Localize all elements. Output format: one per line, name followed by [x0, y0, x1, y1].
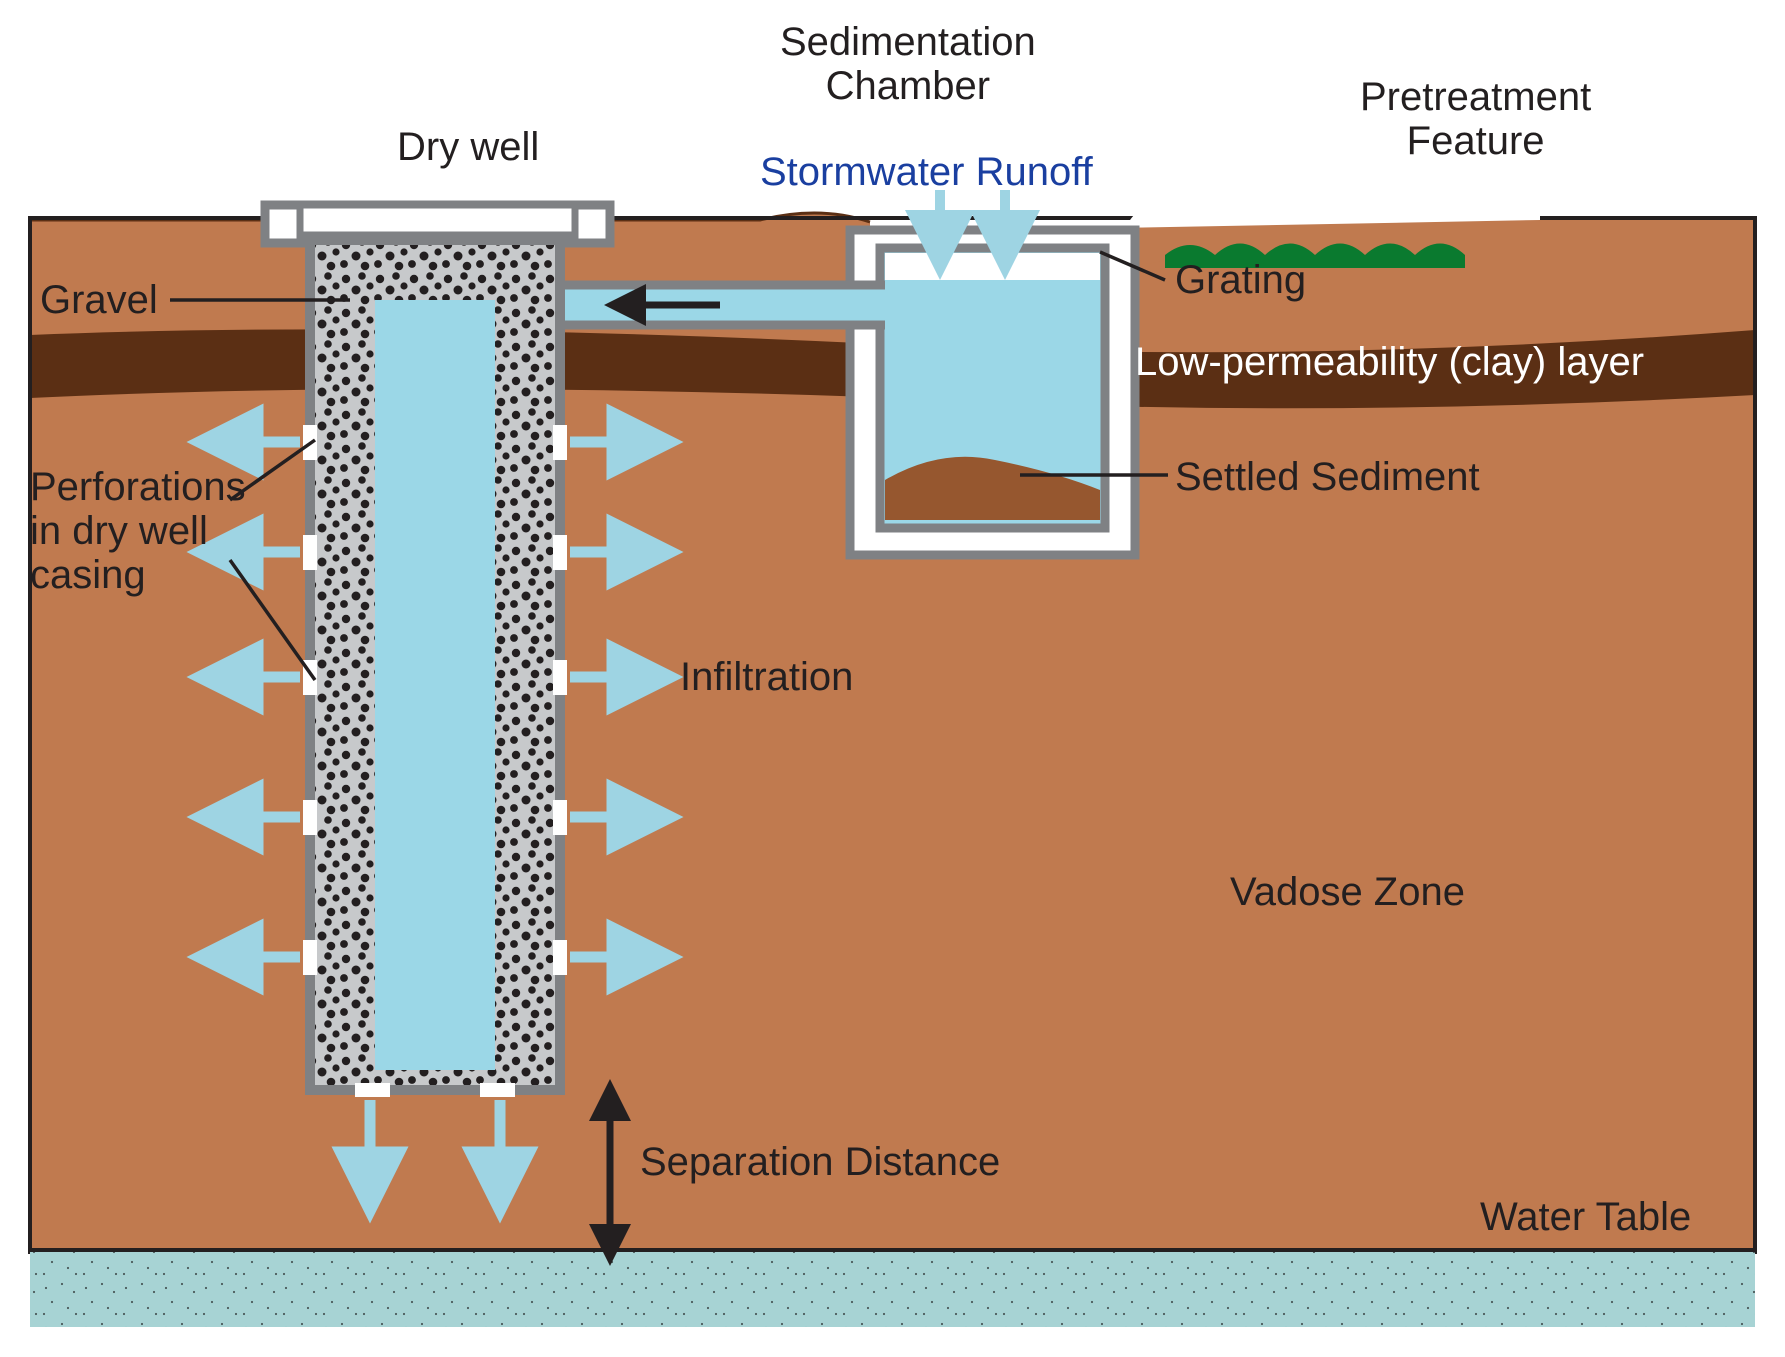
- dry-well: [265, 205, 610, 1090]
- label-vadose-zone: Vadose Zone: [1230, 870, 1465, 914]
- label-water-table: Water Table: [1480, 1195, 1691, 1239]
- label-separation-distance: Separation Distance: [640, 1140, 1000, 1184]
- diagram-stage: Dry well Sedimentation Chamber Stormwate…: [0, 0, 1785, 1357]
- well-water-column: [375, 300, 495, 1070]
- sedimentation-chamber: [850, 230, 1135, 555]
- label-settled-sediment: Settled Sediment: [1175, 455, 1480, 499]
- label-grating: Grating: [1175, 258, 1306, 302]
- label-gravel: Gravel: [40, 278, 158, 322]
- label-infiltration: Infiltration: [680, 655, 853, 699]
- label-stormwater-runoff: Stormwater Runoff: [760, 150, 1093, 194]
- label-perforations: Perforations in dry well casing: [30, 465, 246, 597]
- label-pretreatment-feature: Pretreatment Feature: [1360, 75, 1591, 163]
- label-low-perm-layer: Low-permeability (clay) layer: [1135, 340, 1644, 384]
- water-table: [30, 1250, 1755, 1327]
- label-sedimentation-chamber: Sedimentation Chamber: [780, 20, 1036, 108]
- label-dry-well: Dry well: [397, 125, 539, 169]
